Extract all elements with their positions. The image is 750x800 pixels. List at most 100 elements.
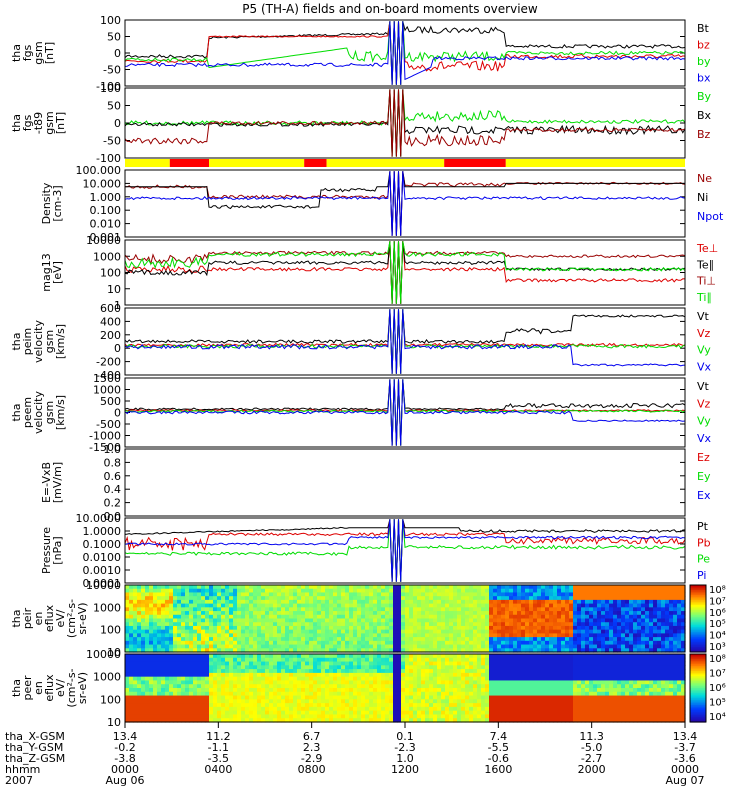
- spectrogram-cell: [149, 607, 154, 612]
- spectrogram-cell: [481, 585, 486, 590]
- spectrogram-cell: [421, 596, 426, 601]
- spectrogram-cell: [481, 710, 486, 716]
- spectrogram-cell: [181, 703, 186, 708]
- spectrogram-cell: [637, 618, 642, 623]
- spectrogram-cell: [389, 622, 394, 627]
- spectrogram-cell: [325, 625, 330, 631]
- spectrogram-cell: [593, 614, 598, 620]
- spectrogram-cell: [561, 699, 566, 704]
- spectrogram-cell: [257, 614, 262, 620]
- spectrogram-cell: [449, 680, 454, 685]
- spectrogram-cell: [637, 603, 642, 608]
- spectrogram-cell: [201, 695, 206, 700]
- spectrogram-cell: [209, 699, 214, 704]
- spectrogram-cell: [393, 714, 398, 719]
- spectrogram-cell: [249, 585, 254, 590]
- spectrogram-cell: [201, 588, 206, 594]
- spectrogram-cell: [661, 603, 666, 608]
- spectrogram-cell: [633, 633, 638, 638]
- spectrogram-cell: [437, 691, 442, 697]
- spectrogram-cell: [345, 629, 350, 634]
- spectrogram-cell: [325, 607, 330, 612]
- spectrogram-cell: [649, 629, 654, 634]
- spectrogram-cell: [377, 603, 382, 608]
- spectrogram-cell: [681, 585, 686, 590]
- spectrogram-cell: [245, 654, 250, 659]
- spectrogram-cell: [297, 614, 302, 620]
- spectrogram-cell: [513, 644, 518, 649]
- spectrogram-cell: [369, 680, 374, 685]
- spectrogram-cell: [361, 640, 366, 646]
- spectrogram-cell: [497, 648, 502, 653]
- spectrogram-cell: [313, 607, 318, 612]
- spectrogram-cell: [581, 622, 586, 627]
- spectrogram-cell: [493, 714, 498, 719]
- spectrogram-cell: [377, 596, 382, 601]
- spectrogram-cell: [137, 611, 142, 616]
- spectrogram-cell: [413, 706, 418, 712]
- spectrogram-cell: [629, 622, 634, 627]
- spectrogram-cell: [505, 596, 510, 601]
- spectrogram-cell: [373, 710, 378, 716]
- spectrogram-cell: [433, 607, 438, 612]
- spectrogram-cell: [565, 596, 570, 601]
- spectrogram-cell: [557, 684, 562, 689]
- spectrogram-cell: [309, 691, 314, 697]
- spectrogram-cell: [293, 614, 298, 620]
- spectrogram-cell: [309, 614, 314, 620]
- spectrogram-cell: [353, 618, 358, 623]
- spectrogram-cell: [597, 657, 602, 663]
- spectrogram-cell: [165, 691, 170, 697]
- spectrogram-cell: [177, 614, 182, 620]
- spectrogram-cell: [673, 596, 678, 601]
- spectrogram-cell: [301, 588, 306, 594]
- spectrogram-cell: [469, 596, 474, 601]
- spectrogram-cell: [133, 648, 138, 653]
- spectrogram-cell: [261, 688, 266, 693]
- spectrogram-cell: [133, 585, 138, 590]
- spectrogram-cell: [317, 669, 322, 674]
- spectrogram-cell: [273, 629, 278, 634]
- colorbar-segment: [690, 650, 706, 653]
- spectrogram-cell: [557, 695, 562, 700]
- spectrogram-cell: [377, 699, 382, 704]
- spectrogram-cell: [485, 688, 490, 693]
- spectrogram-cell: [385, 607, 390, 612]
- spectrogram-cell: [265, 672, 270, 678]
- spectrogram-cell: [265, 629, 270, 634]
- spectrogram-cell: [501, 633, 506, 638]
- spectrogram-cell: [313, 644, 318, 649]
- spectrogram-cell: [561, 676, 566, 682]
- spectrogram-cell: [197, 672, 202, 678]
- spectrogram-cell: [501, 669, 506, 674]
- spectrogram-cell: [509, 661, 514, 666]
- spectrogram-cell: [565, 644, 570, 649]
- spectrogram-cell: [437, 695, 442, 700]
- spectrogram-cell: [545, 703, 550, 708]
- y-tick-label: 50: [107, 100, 121, 113]
- spectrogram-cell: [653, 625, 658, 631]
- spectrogram-cell: [193, 657, 198, 663]
- spectrogram-cell: [601, 633, 606, 638]
- spectrogram-cell: [489, 661, 494, 666]
- spectrogram-cell: [285, 599, 290, 605]
- spectrogram-cell: [565, 611, 570, 616]
- spectrogram-cell: [369, 665, 374, 670]
- spectrogram-cell: [585, 607, 590, 612]
- spectrogram-cell: [169, 699, 174, 704]
- spectrogram-cell: [529, 661, 534, 666]
- spectrogram-cell: [401, 695, 406, 700]
- spectrogram-cell: [529, 622, 534, 627]
- spectrogram-cell: [469, 695, 474, 700]
- spectrogram-cell: [129, 618, 134, 623]
- spectrogram-cell: [273, 588, 278, 594]
- spectrogram-cell: [565, 633, 570, 638]
- spectrogram-cell: [213, 633, 218, 638]
- spectrogram-cell: [241, 618, 246, 623]
- spectrogram-cell: [317, 703, 322, 708]
- spectrogram-cell: [149, 699, 154, 704]
- spectrogram-cell: [233, 618, 238, 623]
- spectrogram-cell: [529, 618, 534, 623]
- spectrogram-cell: [353, 603, 358, 608]
- spectrogram-cell: [313, 633, 318, 638]
